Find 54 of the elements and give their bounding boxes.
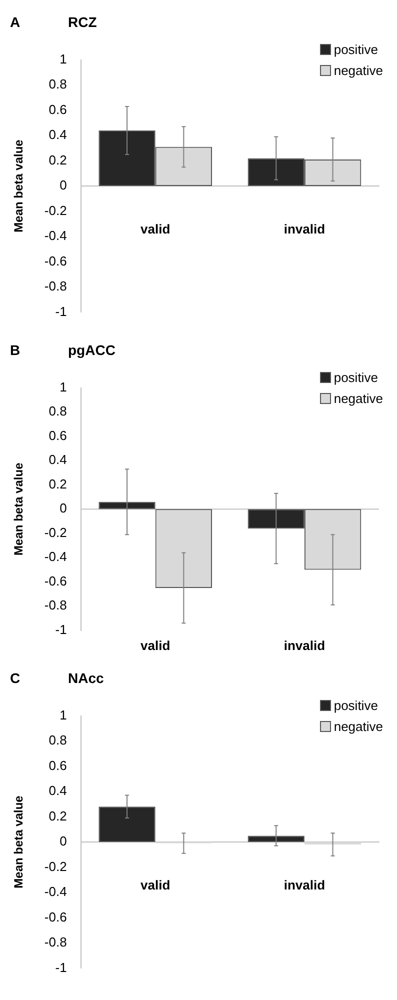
y-axis-title: Mean beta value bbox=[12, 462, 26, 556]
y-tick-label: -1 bbox=[55, 622, 67, 637]
y-tick-label: -0.4 bbox=[44, 549, 67, 564]
y-tick-label: 0.4 bbox=[48, 127, 67, 142]
x-tick-label: invalid bbox=[284, 877, 326, 892]
y-tick-label: -0.2 bbox=[44, 524, 67, 540]
y-tick-label: 1 bbox=[60, 379, 67, 394]
y-tick-label: -0.6 bbox=[44, 573, 67, 588]
y-tick-label: 0.4 bbox=[48, 452, 67, 468]
legend-label: negative bbox=[334, 63, 383, 78]
y-axis-title: Mean beta value bbox=[12, 795, 26, 888]
y-tick-label: -0.8 bbox=[44, 934, 67, 950]
legend-label: positive bbox=[334, 370, 378, 385]
y-tick-label: 0.8 bbox=[48, 732, 67, 748]
text: A bbox=[10, 14, 20, 30]
y-tick-label: 0.6 bbox=[48, 428, 67, 443]
y-tick-label: -0.6 bbox=[44, 253, 67, 268]
legend-label: negative bbox=[334, 391, 383, 406]
legend-label: negative bbox=[334, 719, 383, 734]
chart-title: pgACC bbox=[68, 342, 116, 358]
text: B bbox=[10, 342, 20, 358]
y-tick-label: 0.8 bbox=[48, 404, 67, 419]
chart-title: RCZ bbox=[68, 14, 97, 30]
x-tick-label: valid bbox=[140, 221, 170, 236]
y-tick-label: 0.4 bbox=[48, 783, 67, 798]
x-tick-label: invalid bbox=[284, 638, 326, 653]
legend-label: positive bbox=[334, 42, 378, 57]
x-tick-label: valid bbox=[140, 638, 170, 653]
y-tick-label: -0.4 bbox=[44, 884, 67, 900]
y-tick-label: 0 bbox=[60, 834, 67, 849]
y-tick-label: -1 bbox=[55, 960, 67, 975]
legend-label: positive bbox=[334, 698, 378, 713]
y-tick-label: 0.2 bbox=[48, 808, 67, 824]
y-tick-label: -0.8 bbox=[44, 278, 67, 294]
y-tick-label: 0 bbox=[60, 178, 67, 193]
y-tick-label: 0.2 bbox=[48, 476, 67, 492]
y-tick-label: -0.2 bbox=[44, 858, 67, 874]
y-tick-label: -0.8 bbox=[44, 598, 67, 613]
y-tick-label: 1 bbox=[60, 51, 67, 66]
y-tick-label: 0.2 bbox=[48, 152, 67, 168]
y-tick-label: 1 bbox=[60, 707, 67, 722]
x-tick-label: valid bbox=[140, 877, 170, 892]
y-tick-label: -0.6 bbox=[44, 909, 67, 924]
y-tick-label: 0.8 bbox=[48, 76, 67, 92]
y-tick-label: 0 bbox=[60, 500, 67, 516]
y-axis-title: Mean beta value bbox=[12, 139, 26, 232]
y-tick-label: 0.6 bbox=[48, 758, 67, 773]
text: C bbox=[10, 670, 20, 686]
x-tick-label: invalid bbox=[284, 221, 326, 236]
y-tick-label: -0.4 bbox=[44, 228, 67, 244]
chart-title: NAcc bbox=[68, 670, 104, 686]
y-tick-label: -0.2 bbox=[44, 202, 67, 218]
y-tick-label: -1 bbox=[55, 304, 67, 319]
y-tick-label: 0.6 bbox=[48, 102, 67, 117]
